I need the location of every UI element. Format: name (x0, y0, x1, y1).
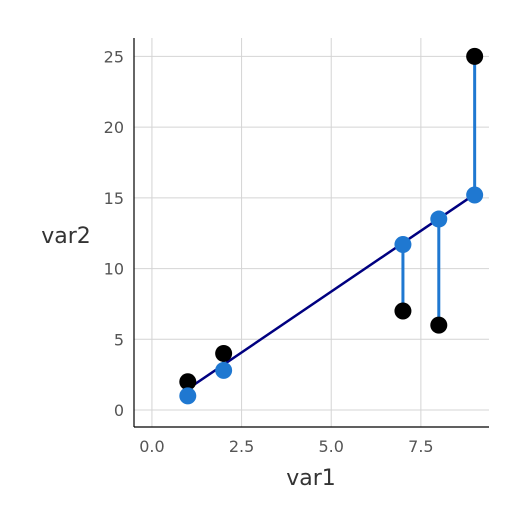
observed-point (430, 316, 448, 334)
y-tick-label: 15 (104, 189, 124, 208)
x-tick-label: 5.0 (318, 437, 343, 456)
y-tick-label: 10 (104, 260, 124, 279)
point-layer (179, 47, 484, 405)
observed-point (394, 302, 412, 320)
fitted-point (466, 186, 484, 204)
y-tick-label: 20 (104, 118, 124, 137)
fitted-point (430, 210, 448, 228)
x-axis-title: var1 (286, 466, 336, 491)
observed-point (466, 47, 484, 65)
fitted-point (394, 236, 412, 254)
grid (134, 38, 489, 427)
regression-line (187, 193, 476, 390)
regression-line-layer (187, 193, 476, 390)
fitted-point (215, 361, 233, 379)
y-tick-label: 25 (104, 47, 124, 66)
x-tick-label: 0.0 (139, 437, 164, 456)
observed-point (215, 344, 233, 362)
y-axis-title: var2 (41, 224, 91, 249)
fitted-point (179, 387, 197, 405)
tick-labels: 0.0 2.5 5.0 7.5 0 5 10 15 20 25 (104, 47, 434, 456)
axes (133, 38, 489, 428)
y-tick-label: 0 (114, 401, 124, 420)
x-tick-label: 2.5 (229, 437, 254, 456)
observed-point (179, 373, 197, 391)
y-tick-label: 5 (114, 330, 124, 349)
x-tick-label: 7.5 (408, 437, 433, 456)
